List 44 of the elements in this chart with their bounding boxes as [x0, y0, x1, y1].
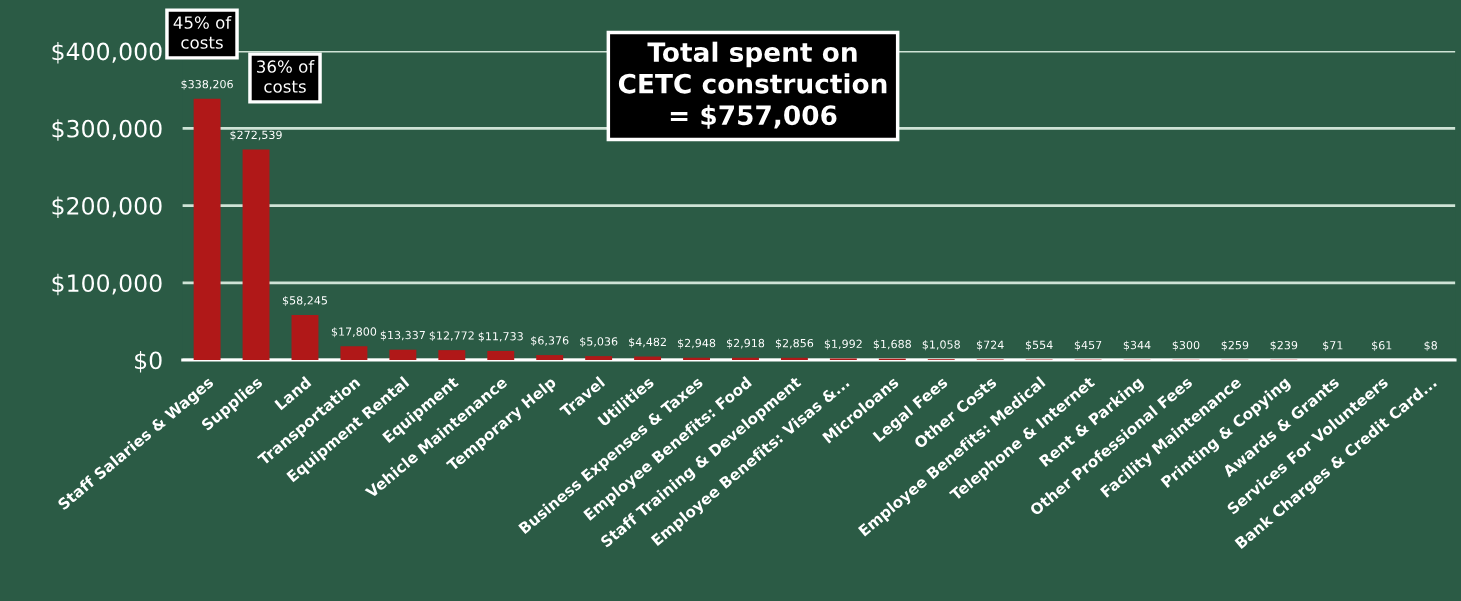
- bar: [536, 355, 564, 360]
- data-label: $272,539: [230, 130, 282, 141]
- data-label: $457: [1074, 340, 1102, 351]
- data-label: $6,376: [531, 335, 569, 347]
- y-tick-label: $300,000: [52, 119, 162, 141]
- data-label: $8: [1424, 340, 1437, 351]
- data-label: $5,036: [580, 337, 618, 348]
- data-label: $344: [1123, 340, 1151, 351]
- data-label: $12,772: [429, 331, 474, 342]
- data-label: $11,733: [478, 331, 523, 342]
- annotation: Total spent on CETC construction = $757,006: [618, 41, 887, 129]
- bar: [438, 350, 466, 360]
- data-label: $724: [976, 340, 1004, 351]
- data-label: $58,245: [282, 295, 327, 307]
- data-label: $2,948: [678, 338, 716, 349]
- y-tick-label: $200,000: [52, 196, 162, 218]
- y-tick-label: $0: [135, 351, 162, 373]
- bar: [193, 98, 221, 360]
- data-label: $338,206: [181, 79, 233, 90]
- data-label: $17,800: [331, 327, 377, 338]
- data-label: $259: [1221, 340, 1249, 351]
- data-label: $1,992: [824, 339, 862, 350]
- data-label: $554: [1025, 340, 1053, 351]
- bar: [291, 315, 319, 360]
- bar: [242, 149, 270, 360]
- bar: [487, 350, 515, 360]
- data-label: $2,856: [775, 338, 814, 349]
- data-label: $300: [1172, 340, 1200, 351]
- bar: [780, 357, 808, 360]
- data-label: $13,337: [380, 330, 425, 341]
- text: 45% of costs: [173, 15, 232, 49]
- y-tick-label: $400,000: [52, 42, 162, 64]
- data-label: $239: [1270, 340, 1298, 351]
- bar: [389, 349, 417, 360]
- annotation: 36% of costs: [257, 59, 315, 93]
- data-label: $4,482: [629, 337, 666, 348]
- bar: [340, 346, 368, 360]
- data-label: $71: [1323, 340, 1343, 351]
- data-label: $1,688: [873, 339, 911, 350]
- y-tick-label: $100,000: [52, 273, 162, 296]
- data-label: $2,918: [726, 338, 765, 349]
- data-label: $61: [1372, 340, 1392, 351]
- data-label: $1,058: [922, 340, 960, 351]
- bar: [585, 356, 613, 360]
